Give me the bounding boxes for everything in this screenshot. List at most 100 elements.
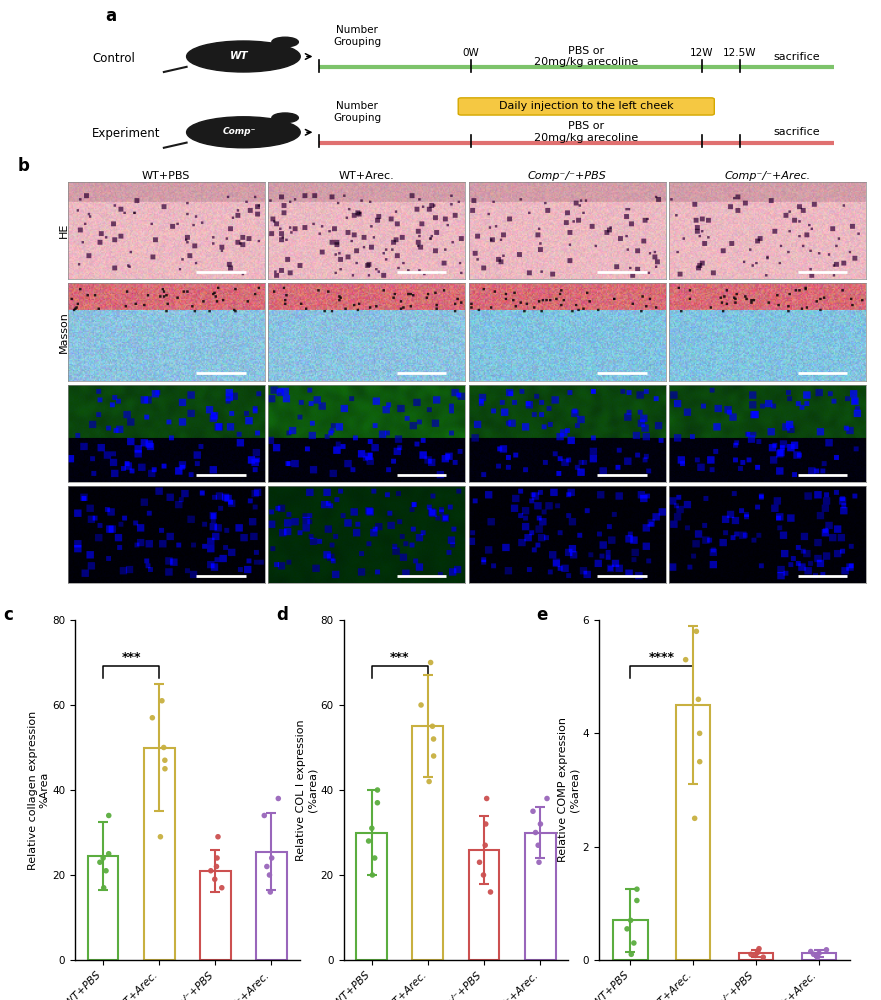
Point (361, 833, 375, 849)
FancyBboxPatch shape (458, 98, 714, 115)
Point (426, 718, 440, 734)
Point (478, 816, 492, 832)
Text: 12.5W: 12.5W (723, 48, 757, 58)
Text: e: e (537, 606, 548, 624)
Text: 0W: 0W (463, 48, 479, 58)
Point (101, 808, 115, 824)
Point (158, 752, 172, 768)
Y-axis label: Masson: Masson (59, 311, 69, 353)
Point (424, 654, 438, 670)
Ellipse shape (272, 37, 299, 47)
Point (158, 761, 172, 777)
Bar (525, 832, 556, 960)
Text: PBS or
20mg/kg arecoline: PBS or 20mg/kg arecoline (534, 46, 639, 67)
Point (626, 935, 640, 951)
Bar (87, 856, 118, 960)
Text: Number
Grouping: Number Grouping (333, 101, 381, 123)
Bar (356, 832, 387, 960)
Bar (676, 705, 710, 960)
Bar (200, 871, 231, 960)
Point (744, 946, 758, 962)
Y-axis label: Relative COMP expression
(%area): Relative COMP expression (%area) (559, 718, 580, 862)
Point (97, 880, 111, 896)
Title: WT+PBS: WT+PBS (142, 171, 190, 181)
Point (688, 810, 702, 826)
Point (756, 949, 770, 965)
Bar (469, 850, 500, 960)
Point (263, 867, 277, 883)
Point (99, 863, 113, 879)
Point (477, 867, 491, 883)
Point (93, 854, 107, 870)
Point (692, 725, 707, 741)
Text: Daily injection to the left cheek: Daily injection to the left cheek (499, 101, 674, 111)
Point (260, 858, 274, 874)
Text: WT: WT (230, 51, 249, 61)
Point (529, 824, 543, 840)
Point (155, 693, 169, 709)
Text: c: c (3, 606, 13, 624)
Point (211, 829, 225, 845)
Point (689, 623, 703, 639)
Point (426, 748, 440, 764)
Point (540, 790, 554, 806)
Point (367, 850, 381, 866)
Title: Comp⁻/⁻+Arec.: Comp⁻/⁻+Arec. (724, 171, 811, 181)
Point (625, 946, 639, 962)
Point (208, 871, 222, 887)
Point (422, 774, 436, 790)
Point (472, 854, 486, 870)
Bar (739, 953, 774, 960)
Point (370, 782, 384, 798)
Point (96, 850, 110, 866)
Y-axis label: Relative collagen expression
%Area: Relative collagen expression %Area (27, 710, 49, 870)
Text: ****: **** (648, 651, 675, 664)
Point (157, 740, 171, 756)
Point (257, 808, 271, 824)
Text: Comp⁻: Comp⁻ (223, 127, 256, 136)
Point (365, 820, 379, 836)
Point (807, 946, 821, 962)
Point (484, 884, 498, 900)
Bar (144, 748, 174, 960)
Point (678, 652, 692, 668)
Text: d: d (277, 606, 288, 624)
Point (478, 837, 492, 853)
Point (264, 850, 278, 866)
Y-axis label: Relative COL I expression
(%area): Relative COL I expression (%area) (296, 719, 318, 861)
Text: a: a (106, 7, 117, 25)
Point (810, 948, 824, 964)
Text: sacrifice: sacrifice (774, 127, 820, 137)
Title: Comp⁻/⁻+PBS: Comp⁻/⁻+PBS (528, 171, 607, 181)
Point (526, 803, 540, 819)
Ellipse shape (187, 117, 300, 148)
Text: 12W: 12W (690, 48, 714, 58)
Point (215, 880, 229, 896)
Point (479, 790, 493, 806)
Bar (412, 726, 443, 960)
Y-axis label: COL I: COL I (59, 418, 69, 448)
Point (624, 912, 638, 928)
Point (803, 944, 818, 960)
Point (748, 947, 762, 963)
Bar (613, 920, 648, 960)
Point (819, 942, 833, 958)
Text: sacrifice: sacrifice (774, 51, 820, 62)
Y-axis label: HE: HE (59, 223, 69, 238)
Point (752, 941, 766, 957)
Point (751, 943, 765, 959)
Point (370, 795, 384, 811)
Point (204, 863, 218, 879)
Text: PBS or
20mg/kg arecoline: PBS or 20mg/kg arecoline (534, 121, 639, 143)
Point (532, 854, 546, 870)
Point (692, 691, 706, 707)
Point (210, 850, 224, 866)
Title: WT+Arec.: WT+Arec. (339, 171, 395, 181)
Y-axis label: COMP: COMP (59, 518, 69, 551)
Bar (256, 852, 287, 960)
Point (210, 858, 224, 874)
Point (630, 881, 644, 897)
Point (101, 846, 115, 862)
Bar (802, 953, 836, 960)
Point (153, 829, 167, 845)
